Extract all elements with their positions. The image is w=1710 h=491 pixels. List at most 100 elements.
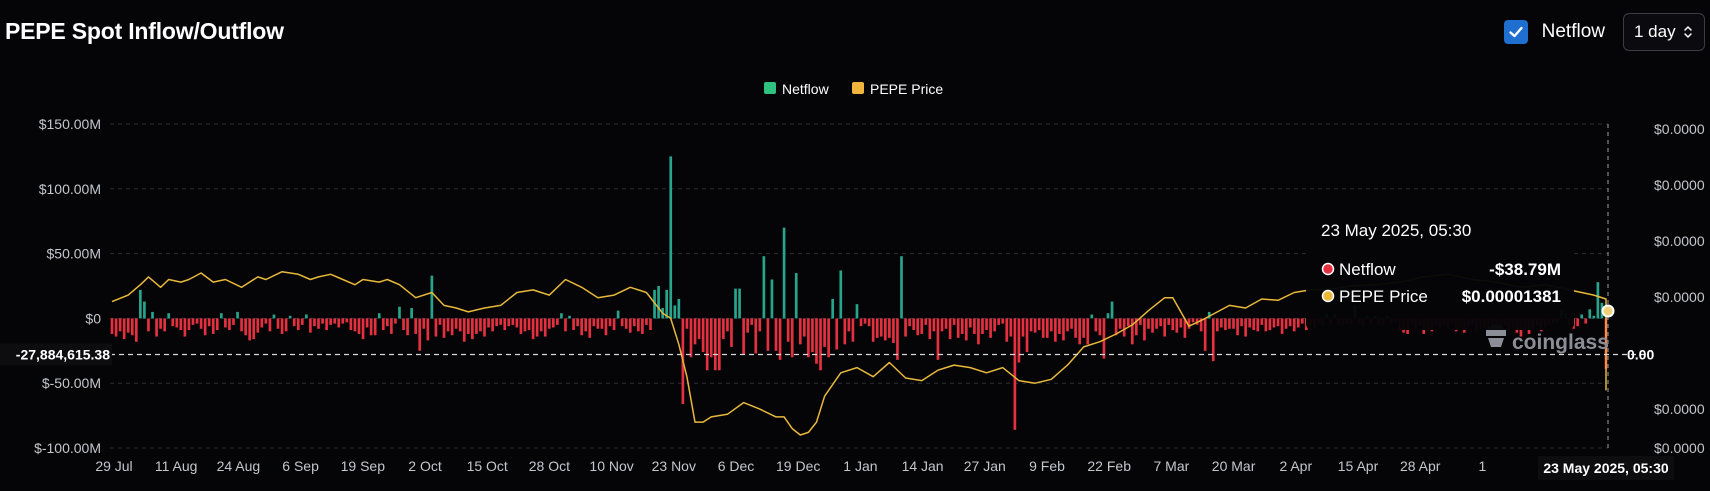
netflow-bar (134, 318, 138, 342)
netflow-bar (964, 318, 968, 341)
netflow-bar (612, 318, 616, 331)
netflow-bar (539, 318, 543, 332)
netflow-bar (1054, 318, 1057, 342)
netflow-bar (357, 318, 361, 334)
y-right-tick-label: $0.0000 (1654, 177, 1705, 193)
netflow-bar (418, 318, 422, 351)
netflow-bar (1252, 318, 1256, 331)
netflow-bar (341, 318, 345, 324)
x-tick-label: 6 Sep (282, 458, 319, 474)
netflow-bar (750, 318, 754, 325)
netflow-bar (280, 318, 284, 334)
netflow-bar (997, 318, 1001, 325)
netflow-checkbox[interactable] (1503, 20, 1528, 44)
page-title: PEPE Spot Inflow/Outflow (5, 18, 284, 44)
netflow-bar (1296, 318, 1300, 328)
netflow-bar (353, 318, 357, 332)
netflow-bar (726, 318, 729, 332)
netflow-bar (1280, 318, 1284, 334)
netflow-bar (207, 318, 211, 327)
netflow-bar (1260, 318, 1264, 325)
netflow-bar (685, 318, 689, 329)
x-tick-label: 20 Mar (1212, 458, 1256, 474)
netflow-bar (1078, 318, 1081, 345)
netflow-bar (620, 318, 624, 327)
netflow-bar (147, 318, 150, 332)
netflow-bar (1126, 318, 1130, 327)
netflow-bar (1033, 318, 1037, 333)
x-tick-label: 29 Jul (95, 458, 132, 474)
netflow-bar (973, 318, 976, 334)
x-tick-label: 22 Feb (1087, 458, 1131, 474)
netflow-bar (547, 318, 551, 329)
netflow-bar (159, 318, 162, 329)
x-tick-label: 2 Apr (1279, 458, 1312, 474)
netflow-bar (722, 318, 725, 340)
netflow-bar (499, 318, 503, 325)
netflow-bar (823, 318, 826, 347)
netflow-bar (835, 318, 839, 350)
netflow-bar (888, 318, 891, 338)
netflow-bar (604, 318, 608, 336)
netflow-bar (361, 318, 365, 340)
netflow-bar (977, 318, 980, 345)
netflow-bar (1009, 318, 1013, 337)
netflow-bar (163, 318, 166, 332)
netflow-bar (110, 318, 114, 334)
netflow-bar (940, 318, 944, 332)
y-tick-label: $0 (85, 310, 101, 326)
netflow-bar (560, 313, 563, 319)
netflow-bar (916, 318, 920, 336)
netflow-toggle[interactable]: Netflow (1503, 20, 1605, 44)
netflow-bar (1167, 318, 1171, 325)
netflow-bar (551, 318, 555, 328)
x-tick-label: 23 Nov (652, 458, 696, 474)
netflow-bar (693, 318, 697, 345)
netflow-bar (1256, 318, 1260, 332)
netflow-bar (1248, 318, 1252, 328)
netflow-bar (786, 318, 790, 342)
crosshair-right-badge: 0.00 (1627, 347, 1654, 363)
netflow-bar (952, 318, 956, 325)
netflow-bar (1037, 318, 1041, 331)
netflow-bar (645, 318, 648, 325)
netflow-bar (705, 318, 709, 371)
legend-label-price: PEPE Price (870, 81, 943, 97)
netflow-bar (896, 318, 899, 360)
period-select[interactable]: 1 day (1623, 13, 1705, 51)
netflow-bar (863, 318, 867, 324)
netflow-bar (1163, 318, 1167, 337)
netflow-bar (993, 318, 996, 332)
netflow-bar (981, 318, 984, 334)
netflow-bar (365, 318, 369, 328)
netflow-bar (1584, 318, 1588, 324)
netflow-bar (908, 318, 911, 327)
netflow-bar (649, 318, 652, 331)
tooltip-price-row-dot (1321, 289, 1335, 303)
netflow-bar (430, 275, 434, 319)
netflow-bar (511, 318, 515, 325)
tooltip-netflow-row-label: Netflow (1339, 260, 1396, 279)
x-tick-label: 27 Jan (964, 458, 1006, 474)
x-tick-label: 19 Dec (776, 458, 820, 474)
netflow-bar (491, 318, 494, 332)
y-tick-label: $50.00M (47, 246, 101, 262)
crosshair-y-value: -27,884,615.38 (16, 347, 110, 363)
x-tick-label: 7 Mar (1154, 458, 1190, 474)
x-tick-label: 11 Aug (155, 458, 198, 474)
netflow-bar (596, 318, 600, 329)
netflow-bar (422, 318, 426, 329)
checkmark-icon (1508, 26, 1523, 38)
x-tick-label: 1 Jan (843, 458, 877, 474)
netflow-bar (381, 318, 385, 331)
netflow-bar (1090, 314, 1094, 319)
netflow-bar (762, 256, 766, 319)
netflow-bar (171, 318, 175, 327)
netflow-bar (349, 318, 353, 331)
netflow-bar (758, 318, 762, 332)
netflow-bar (1211, 318, 1215, 362)
netflow-bar (1580, 314, 1584, 319)
netflow-bar (807, 318, 810, 358)
netflow-bar (1268, 318, 1272, 331)
